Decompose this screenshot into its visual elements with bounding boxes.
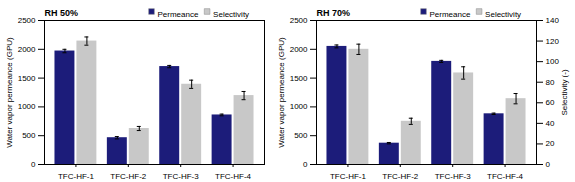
svg-text:0: 0 xyxy=(31,160,36,169)
svg-text:140: 140 xyxy=(546,16,560,25)
svg-text:TFC-HF-4: TFC-HF-4 xyxy=(215,172,252,181)
svg-text:TFC-HF-1: TFC-HF-1 xyxy=(330,172,367,181)
svg-text:Water vapor permeance (GPU): Water vapor permeance (GPU) xyxy=(277,37,286,148)
svg-text:TFC-HF-3: TFC-HF-3 xyxy=(435,172,472,181)
svg-text:60: 60 xyxy=(546,98,555,107)
svg-text:20: 20 xyxy=(546,139,555,148)
svg-text:TFC-HF-4: TFC-HF-4 xyxy=(487,172,524,181)
svg-text:Permeance: Permeance xyxy=(430,10,471,19)
svg-text:500: 500 xyxy=(294,131,308,140)
svg-text:80: 80 xyxy=(546,78,555,87)
svg-text:0: 0 xyxy=(303,160,308,169)
svg-text:2500: 2500 xyxy=(18,16,36,25)
svg-text:500: 500 xyxy=(22,131,36,140)
svg-text:TFC-HF-1: TFC-HF-1 xyxy=(58,172,95,181)
svg-text:2000: 2000 xyxy=(18,45,36,54)
svg-text:Selectivity (-): Selectivity (-) xyxy=(560,69,569,116)
svg-text:RH 70%: RH 70% xyxy=(317,8,351,18)
svg-text:0: 0 xyxy=(546,160,551,169)
svg-text:40: 40 xyxy=(546,119,555,128)
svg-text:2500: 2500 xyxy=(290,16,308,25)
svg-text:1500: 1500 xyxy=(290,74,308,83)
svg-text:RH 50%: RH 50% xyxy=(45,8,79,18)
svg-text:TFC-HF-3: TFC-HF-3 xyxy=(163,172,200,181)
svg-text:Permeance: Permeance xyxy=(158,10,199,19)
svg-text:Water vapor permeance (GPU): Water vapor permeance (GPU) xyxy=(5,37,14,148)
svg-text:TFC-HF-2: TFC-HF-2 xyxy=(110,172,147,181)
svg-text:2000: 2000 xyxy=(290,45,308,54)
svg-text:TFC-HF-2: TFC-HF-2 xyxy=(382,172,419,181)
svg-text:1000: 1000 xyxy=(18,102,36,111)
svg-text:120: 120 xyxy=(546,37,560,46)
svg-text:Selectivity: Selectivity xyxy=(213,10,249,19)
svg-text:Selectivity: Selectivity xyxy=(485,10,521,19)
svg-text:100: 100 xyxy=(546,57,560,66)
svg-text:1500: 1500 xyxy=(18,74,36,83)
svg-text:1000: 1000 xyxy=(290,102,308,111)
